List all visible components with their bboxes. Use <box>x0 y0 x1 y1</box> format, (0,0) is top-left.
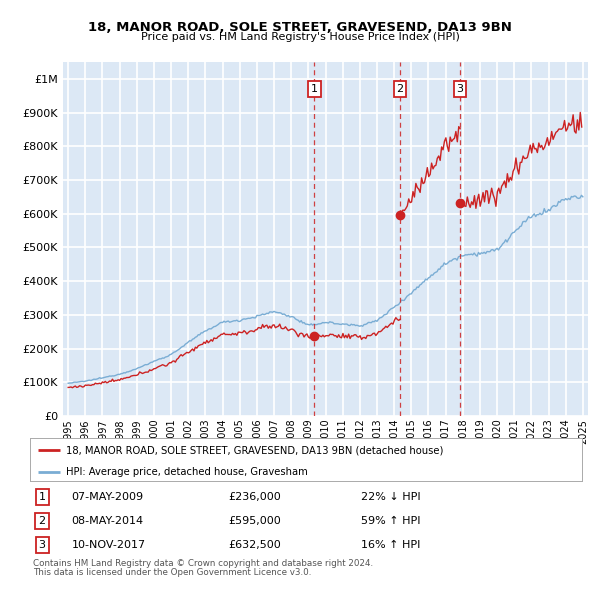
Text: 10-NOV-2017: 10-NOV-2017 <box>71 540 146 550</box>
Text: 59% ↑ HPI: 59% ↑ HPI <box>361 516 421 526</box>
Text: 3: 3 <box>457 84 464 94</box>
Text: 08-MAY-2014: 08-MAY-2014 <box>71 516 143 526</box>
Text: 18, MANOR ROAD, SOLE STREET, GRAVESEND, DA13 9BN: 18, MANOR ROAD, SOLE STREET, GRAVESEND, … <box>88 21 512 34</box>
Text: 2: 2 <box>397 84 404 94</box>
Text: 18, MANOR ROAD, SOLE STREET, GRAVESEND, DA13 9BN (detached house): 18, MANOR ROAD, SOLE STREET, GRAVESEND, … <box>66 445 443 455</box>
Text: Price paid vs. HM Land Registry's House Price Index (HPI): Price paid vs. HM Land Registry's House … <box>140 32 460 42</box>
Text: 07-MAY-2009: 07-MAY-2009 <box>71 492 143 502</box>
Text: £595,000: £595,000 <box>229 516 281 526</box>
Text: This data is licensed under the Open Government Licence v3.0.: This data is licensed under the Open Gov… <box>33 568 311 577</box>
Text: 16% ↑ HPI: 16% ↑ HPI <box>361 540 421 550</box>
Text: £236,000: £236,000 <box>229 492 281 502</box>
Text: 22% ↓ HPI: 22% ↓ HPI <box>361 492 421 502</box>
Text: 2: 2 <box>38 516 46 526</box>
Text: HPI: Average price, detached house, Gravesham: HPI: Average price, detached house, Grav… <box>66 467 308 477</box>
Text: 3: 3 <box>38 540 46 550</box>
Text: 1: 1 <box>38 492 46 502</box>
Text: £632,500: £632,500 <box>229 540 281 550</box>
Text: Contains HM Land Registry data © Crown copyright and database right 2024.: Contains HM Land Registry data © Crown c… <box>33 559 373 568</box>
Text: 1: 1 <box>311 84 318 94</box>
